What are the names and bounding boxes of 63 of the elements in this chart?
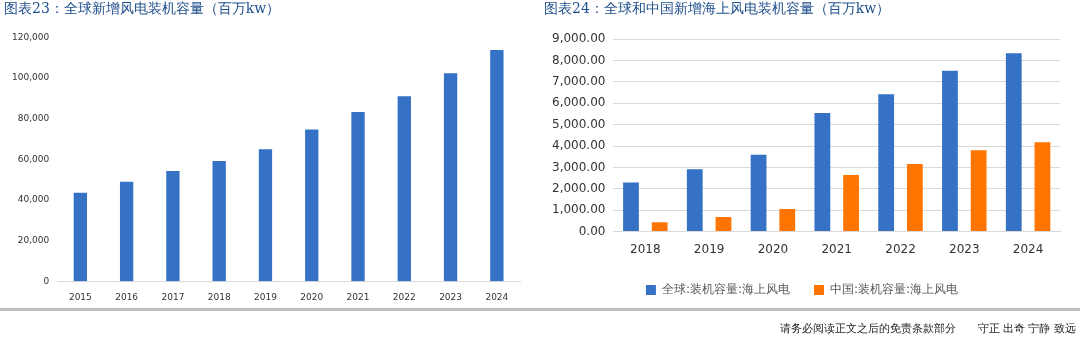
y-tick-label: 2,000.00 xyxy=(552,180,606,195)
bar xyxy=(970,150,987,232)
x-tick-label: 2021 xyxy=(821,241,852,256)
bar xyxy=(906,164,923,232)
bar xyxy=(351,111,365,282)
bar xyxy=(166,171,180,282)
bar xyxy=(119,181,134,282)
bar xyxy=(814,112,831,232)
y-tick-label: 80,000 xyxy=(17,113,50,124)
bar xyxy=(443,73,458,282)
x-tick-label: 2020 xyxy=(300,291,324,302)
y-tick-label: 120,000 xyxy=(12,31,50,42)
bar xyxy=(651,222,668,232)
bar xyxy=(397,96,411,282)
y-tick-label: 9,000.00 xyxy=(552,31,606,46)
y-tick-label: 100,000 xyxy=(12,72,50,83)
x-tick-label: 2023 xyxy=(949,241,980,256)
bar xyxy=(1034,142,1051,232)
y-tick-label: 20,000 xyxy=(17,234,50,245)
x-tick-label: 2017 xyxy=(161,291,185,302)
y-tick-label: 5,000.00 xyxy=(552,116,606,131)
x-tick-label: 2023 xyxy=(439,291,463,302)
x-tick-label: 2024 xyxy=(1012,241,1044,256)
bar xyxy=(878,94,895,232)
bar xyxy=(686,169,703,232)
x-tick-label: 2019 xyxy=(254,291,278,302)
y-tick-label: 6,000.00 xyxy=(552,95,606,110)
x-tick-label: 2016 xyxy=(115,291,139,302)
bar xyxy=(623,182,639,232)
bar xyxy=(490,50,504,282)
bar xyxy=(212,160,226,282)
y-tick-label: 4,000.00 xyxy=(552,138,606,153)
bar xyxy=(258,149,273,282)
y-tick-label: 0 xyxy=(43,275,50,286)
text: 请务必阅读正文之后的免责条款部分 守正 出奇 宁静 致远 xyxy=(779,322,1076,335)
bar xyxy=(779,208,796,232)
y-tick-label: 0.00 xyxy=(578,223,606,238)
y-tick-label: 7,000.00 xyxy=(552,74,606,89)
bar xyxy=(843,174,859,232)
bar xyxy=(715,217,732,232)
bar xyxy=(750,154,767,232)
x-tick-label: 2022 xyxy=(392,291,416,302)
legend-label: 中国:装机容量:海上风电 xyxy=(830,282,959,297)
bar xyxy=(1005,53,1022,232)
y-tick-label: 8,000.00 xyxy=(552,52,606,67)
bar xyxy=(73,192,88,282)
y-tick-label: 1,000.00 xyxy=(552,202,606,217)
x-tick-label: 2018 xyxy=(630,241,661,256)
bar xyxy=(942,70,958,232)
x-tick-label: 2018 xyxy=(207,291,231,302)
y-tick-label: 60,000 xyxy=(17,153,50,164)
legend-label: 全球:装机容量:海上风电 xyxy=(661,282,791,297)
chart-title: 图表23：全球新增风电装机容量（百万kw） xyxy=(3,0,282,18)
x-tick-label: 2021 xyxy=(346,291,370,302)
x-tick-label: 2020 xyxy=(757,241,789,256)
x-tick-label: 2019 xyxy=(693,241,725,256)
x-tick-label: 2015 xyxy=(68,291,92,302)
y-tick-label: 3,000.00 xyxy=(552,159,606,174)
bar xyxy=(305,129,319,282)
x-tick-label: 2022 xyxy=(885,241,916,256)
x-tick-label: 2024 xyxy=(485,291,509,302)
chart-title: 图表24：全球和中国新增海上风电装机容量（百万kw） xyxy=(543,0,892,18)
y-tick-label: 40,000 xyxy=(17,194,50,205)
